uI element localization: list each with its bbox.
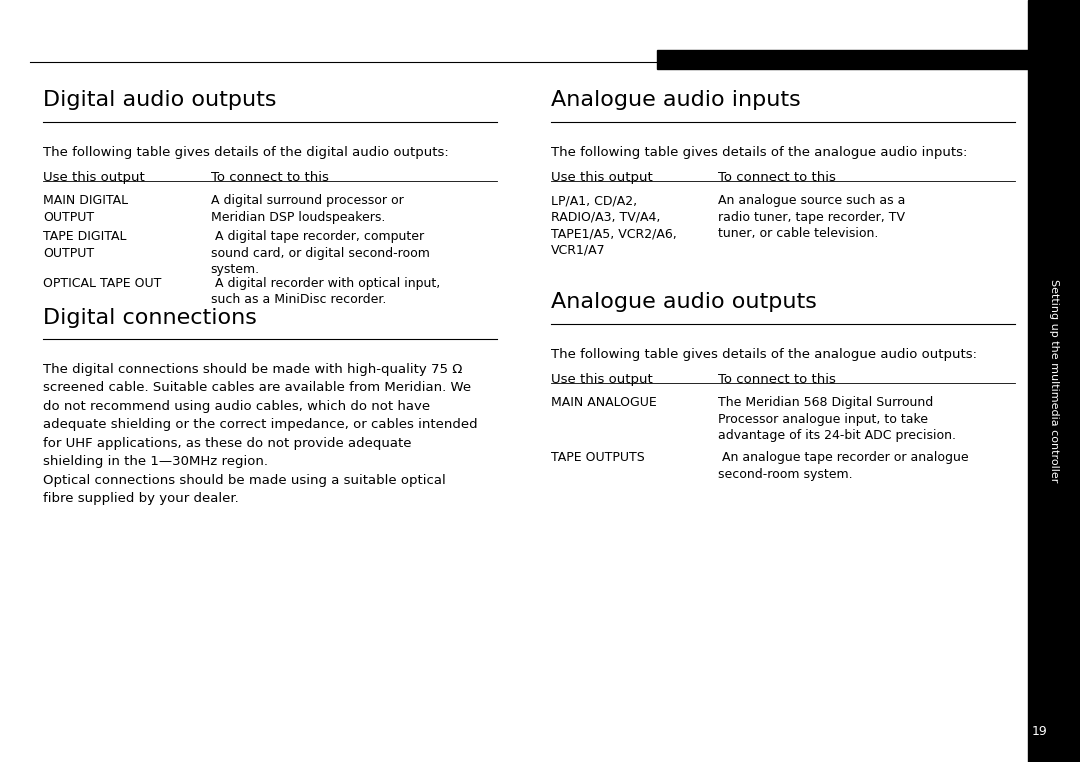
Text: To connect to this: To connect to this [718, 373, 836, 386]
Text: Use this output: Use this output [551, 171, 652, 184]
Text: TAPE DIGITAL
OUTPUT: TAPE DIGITAL OUTPUT [43, 230, 126, 260]
Text: Analogue audio inputs: Analogue audio inputs [551, 91, 800, 110]
Text: A digital surround processor or
Meridian DSP loudspeakers.: A digital surround processor or Meridian… [211, 194, 403, 224]
Text: LP/A1, CD/A2,
RADIO/A3, TV/A4,
TAPE1/A5, VCR2/A6,
VCR1/A7: LP/A1, CD/A2, RADIO/A3, TV/A4, TAPE1/A5,… [551, 194, 676, 257]
Text: An analogue source such as a
radio tuner, tape recorder, TV
tuner, or cable tele: An analogue source such as a radio tuner… [718, 194, 905, 240]
Text: The digital connections should be made with high-quality 75 Ω
screened cable. Su: The digital connections should be made w… [43, 363, 477, 468]
Text: Analogue audio outputs: Analogue audio outputs [551, 293, 816, 312]
Bar [657, 50, 1028, 69]
Text: The following table gives details of the analogue audio outputs:: The following table gives details of the… [551, 348, 976, 361]
Text: To connect to this: To connect to this [211, 171, 328, 184]
Text: The following table gives details of the digital audio outputs:: The following table gives details of the… [43, 146, 449, 159]
Text: A digital tape recorder, computer
sound card, or digital second-room
system.: A digital tape recorder, computer sound … [211, 230, 430, 276]
Text: A digital recorder with optical input,
such as a MiniDisc recorder.: A digital recorder with optical input, s… [211, 277, 440, 306]
Text: Use this output: Use this output [43, 171, 145, 184]
Text: Setting up the multimedia controller: Setting up the multimedia controller [1049, 280, 1059, 482]
Text: The following table gives details of the analogue audio inputs:: The following table gives details of the… [551, 146, 968, 159]
Text: To connect to this: To connect to this [718, 171, 836, 184]
Text: OPTICAL TAPE OUT: OPTICAL TAPE OUT [43, 277, 162, 290]
Text: Use this output: Use this output [551, 373, 652, 386]
Bar [1028, 0, 1080, 762]
Text: TAPE OUTPUTS: TAPE OUTPUTS [551, 451, 645, 464]
Text: An analogue tape recorder or analogue
second-room system.: An analogue tape recorder or analogue se… [718, 451, 969, 481]
Text: MAIN DIGITAL
OUTPUT: MAIN DIGITAL OUTPUT [43, 194, 129, 224]
Text: Digital connections: Digital connections [43, 308, 257, 328]
Text: 19: 19 [1032, 725, 1048, 738]
Text: Optical connections should be made using a suitable optical
fibre supplied by yo: Optical connections should be made using… [43, 474, 446, 505]
Text: The Meridian 568 Digital Surround
Processor analogue input, to take
advantage of: The Meridian 568 Digital Surround Proces… [718, 396, 956, 442]
Text: MAIN ANALOGUE: MAIN ANALOGUE [551, 396, 657, 409]
Text: Digital audio outputs: Digital audio outputs [43, 91, 276, 110]
